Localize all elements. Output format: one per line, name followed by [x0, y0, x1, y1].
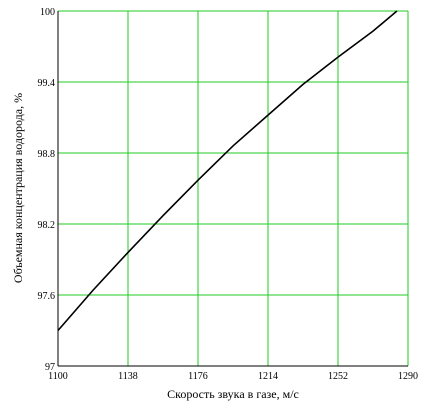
y-tick-label: 97: [45, 362, 55, 373]
x-axis-label: Скорость звука в газе, м/с: [167, 387, 299, 401]
y-tick-label: 97.6: [38, 291, 56, 302]
x-tick-label: 1214: [258, 371, 278, 382]
x-tick-label: 1176: [188, 371, 208, 382]
y-tick-label: 98.8: [38, 149, 56, 160]
y-tick-label: 100: [40, 7, 55, 18]
x-tick-label: 1138: [118, 371, 138, 382]
y-axis-label: Объемная концентрация водорода, %: [11, 93, 25, 283]
line: [57, 10, 398, 332]
x-tick-label: 1100: [48, 371, 68, 382]
y-tick-label: 99.4: [38, 78, 56, 89]
x-tick-label: 1252: [328, 371, 348, 382]
y-tick-label: 98.2: [38, 220, 56, 231]
x-tick-label: 1290: [398, 371, 418, 382]
